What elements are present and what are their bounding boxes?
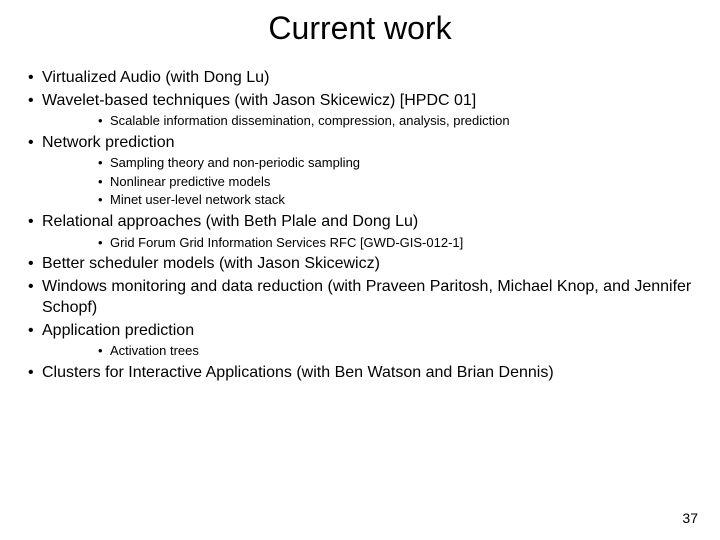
bullet-text: Nonlinear predictive models <box>110 174 270 189</box>
slide-content: •Virtualized Audio (with Dong Lu) •Wavel… <box>0 67 720 384</box>
bullet-l1: •Clusters for Interactive Applications (… <box>20 362 700 384</box>
bullet-l1: •Network prediction <box>20 132 700 154</box>
bullet-l2: •Scalable information dissemination, com… <box>20 112 700 130</box>
bullet-l1: •Application prediction <box>20 320 700 342</box>
bullet-l2: •Grid Forum Grid Information Services RF… <box>20 234 700 252</box>
bullet-text: Clusters for Interactive Applications (w… <box>42 364 554 381</box>
bullet-text: Windows monitoring and data reduction (w… <box>42 278 691 317</box>
bullet-text: Minet user-level network stack <box>110 192 285 207</box>
bullet-l1: •Wavelet-based techniques (with Jason Sk… <box>20 90 700 112</box>
bullet-l1: •Virtualized Audio (with Dong Lu) <box>20 67 700 89</box>
bullet-l2: •Minet user-level network stack <box>20 191 700 209</box>
bullet-text: Grid Forum Grid Information Services RFC… <box>110 235 463 250</box>
bullet-l1: •Better scheduler models (with Jason Ski… <box>20 253 700 275</box>
bullet-text: Application prediction <box>42 322 194 339</box>
bullet-l1: •Relational approaches (with Beth Plale … <box>20 211 700 233</box>
bullet-l2: •Sampling theory and non-periodic sampli… <box>20 154 700 172</box>
bullet-l2: •Activation trees <box>20 342 700 360</box>
bullet-text: Relational approaches (with Beth Plale a… <box>42 213 418 230</box>
bullet-text: Virtualized Audio (with Dong Lu) <box>42 69 269 86</box>
bullet-text: Scalable information dissemination, comp… <box>110 113 510 128</box>
bullet-text: Activation trees <box>110 343 199 358</box>
bullet-l2: •Nonlinear predictive models <box>20 173 700 191</box>
bullet-l1: •Windows monitoring and data reduction (… <box>20 276 700 319</box>
slide-title: Current work <box>0 0 720 67</box>
page-number: 37 <box>682 510 698 526</box>
bullet-text: Wavelet-based techniques (with Jason Ski… <box>42 92 476 109</box>
bullet-text: Better scheduler models (with Jason Skic… <box>42 255 380 272</box>
bullet-text: Sampling theory and non-periodic samplin… <box>110 155 360 170</box>
bullet-text: Network prediction <box>42 134 175 151</box>
